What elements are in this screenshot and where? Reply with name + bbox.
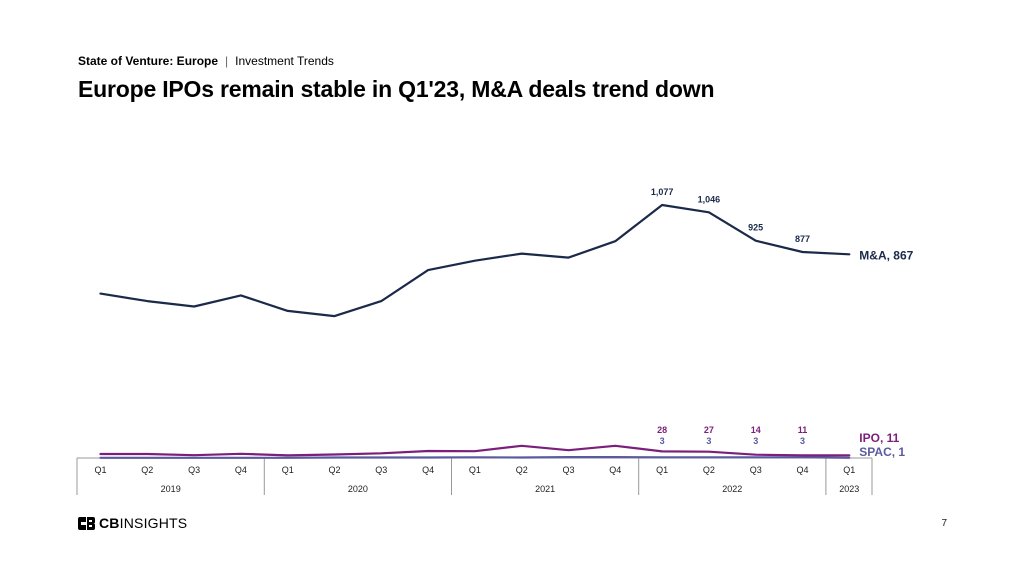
logo-text-bold: CB	[99, 515, 120, 531]
x-tick-label: Q1	[469, 465, 481, 475]
x-tick-label: Q3	[188, 465, 200, 475]
page-number: 7	[941, 518, 947, 529]
data-label-ma: 1,046	[698, 194, 721, 204]
x-year-label: 2021	[535, 484, 555, 494]
x-tick-label: Q4	[235, 465, 247, 475]
breadcrumb: State of Venture: Europe | Investment Tr…	[78, 54, 334, 68]
x-tick-label: Q3	[375, 465, 387, 475]
data-label-spac: 3	[753, 436, 758, 446]
data-label-spac: 3	[800, 436, 805, 446]
x-tick-label: Q2	[141, 465, 153, 475]
x-year-label: 2023	[839, 484, 859, 494]
x-tick-label: Q3	[750, 465, 762, 475]
series-line-manda	[99, 203, 851, 318]
data-label-spac: 3	[706, 436, 711, 446]
logo-text-rest: INSIGHTS	[119, 515, 188, 531]
data-label-ipo: 14	[751, 425, 761, 435]
x-tick-label: Q1	[94, 465, 106, 475]
x-year-label: 2019	[161, 484, 181, 494]
end-label-spac: SPAC, 1	[859, 445, 905, 459]
data-label-ma: 925	[748, 223, 763, 233]
data-label-ma: 1,077	[651, 187, 674, 197]
data-label-ma: 877	[795, 234, 810, 244]
breadcrumb-separator: |	[225, 54, 229, 68]
breadcrumb-topic: Investment Trends	[235, 54, 334, 68]
x-tick-label: Q2	[328, 465, 340, 475]
data-label-ipo: 28	[657, 425, 667, 435]
series-line-ipo	[99, 444, 851, 457]
x-tick-label: Q4	[609, 465, 621, 475]
data-label-spac: 3	[660, 436, 665, 446]
x-tick-label: Q3	[562, 465, 574, 475]
breadcrumb-section: State of Venture: Europe	[78, 54, 219, 68]
cb-insights-logo: CBINSIGHTS	[78, 515, 187, 531]
x-tick-label: Q4	[422, 465, 434, 475]
x-year-label: 2020	[348, 484, 368, 494]
x-tick-label: Q4	[796, 465, 808, 475]
x-tick-label: Q1	[656, 465, 668, 475]
series-line-spac	[99, 456, 851, 459]
page-title: Europe IPOs remain stable in Q1'23, M&A …	[78, 76, 715, 102]
data-label-ipo: 27	[704, 425, 714, 435]
x-year-label: 2022	[722, 484, 742, 494]
x-tick-label: Q1	[282, 465, 294, 475]
cb-logo-icon	[78, 516, 95, 530]
x-tick-label: Q2	[516, 465, 528, 475]
data-label-ipo: 11	[798, 425, 808, 435]
x-tick-label: Q2	[703, 465, 715, 475]
x-tick-label: Q1	[843, 465, 855, 475]
end-label-ma: M&A, 867	[859, 248, 913, 262]
end-label-ipo: IPO, 11	[859, 431, 899, 445]
